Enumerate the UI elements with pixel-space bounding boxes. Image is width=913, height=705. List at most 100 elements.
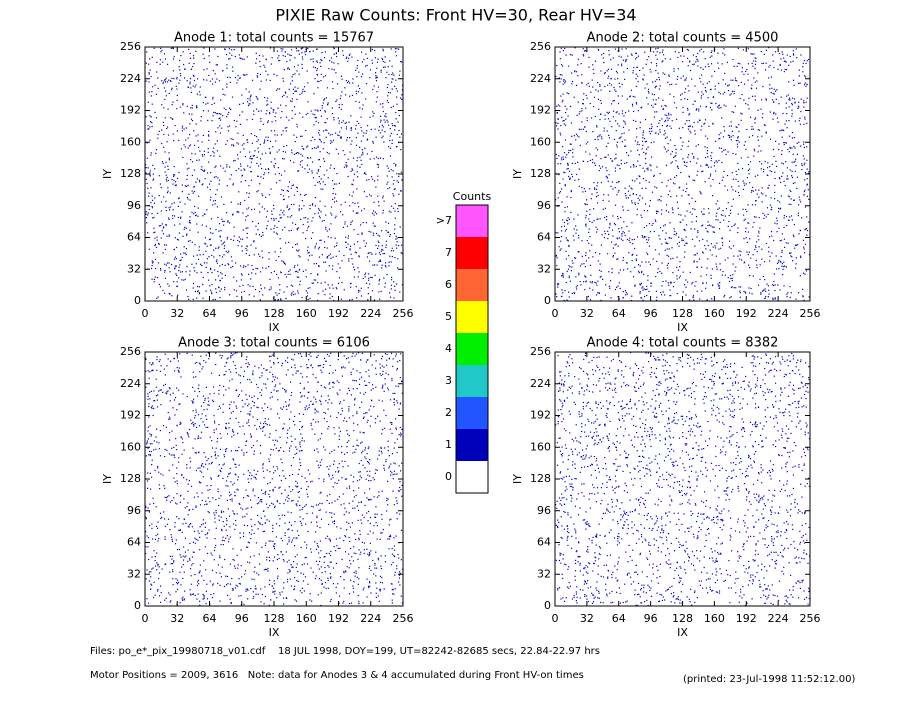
count-pixel [388,73,390,76]
count-pixel [576,229,578,231]
count-pixel [607,154,609,156]
count-pixel [600,99,602,102]
count-pixel [236,352,238,354]
count-pixel [331,81,334,83]
count-pixel [591,282,593,284]
count-pixel [276,294,278,296]
count-pixel [597,194,599,197]
count-pixel [205,225,207,227]
count-pixel [190,68,192,70]
count-pixel [382,209,384,212]
count-pixel [620,238,623,240]
count-pixel [391,81,393,83]
count-pixel [224,288,226,291]
count-pixel [752,190,754,192]
count-pixel [283,262,286,265]
count-pixel [210,477,212,479]
count-pixel [201,264,203,267]
count-pixel [237,132,239,134]
count-pixel [375,101,377,103]
count-pixel [664,120,666,123]
count-pixel [720,132,722,134]
count-pixel [250,94,252,96]
count-pixel [272,376,274,378]
count-pixel [356,505,358,507]
count-pixel [368,277,370,279]
count-pixel [559,58,561,60]
count-pixel [198,292,200,294]
count-pixel [562,275,564,277]
count-pixel [180,259,182,261]
count-pixel [632,119,635,122]
count-pixel [732,245,735,247]
count-pixel [204,522,207,524]
count-pixel [348,258,350,260]
count-pixel [623,132,625,134]
count-pixel [755,189,757,191]
count-pixel [585,252,587,254]
count-pixel [761,116,764,119]
count-pixel [209,393,211,395]
count-pixel [173,56,175,58]
count-pixel [209,289,212,291]
count-pixel [661,125,663,127]
count-pixel [259,163,262,165]
count-pixel [702,252,704,254]
count-pixel [214,298,216,301]
count-pixel [607,118,610,120]
count-pixel [763,168,765,171]
count-pixel [296,229,298,231]
count-pixel [737,136,739,138]
count-pixel [573,257,576,259]
count-pixel [692,296,694,298]
count-pixel [190,107,192,109]
count-pixel [394,129,396,131]
count-pixel [706,163,708,166]
count-pixel [653,175,655,178]
count-pixel [790,198,792,200]
count-pixel [280,117,282,119]
count-pixel [384,115,386,117]
count-pixel [566,206,569,208]
count-pixel [299,280,301,282]
count-pixel [173,258,176,260]
count-pixel [308,255,311,257]
count-pixel [665,232,667,234]
count-pixel [173,179,175,182]
count-pixel [213,111,215,114]
count-pixel [288,427,291,429]
count-pixel [320,384,322,387]
count-pixel [398,48,400,50]
count-pixel [209,285,211,287]
count-pixel [630,89,633,91]
count-pixel [625,291,627,294]
count-pixel [250,179,253,181]
count-pixel [779,208,781,210]
count-pixel [210,196,212,198]
count-pixel [719,93,721,95]
count-pixel [739,296,741,298]
count-pixel [721,244,724,246]
count-pixel [228,250,230,252]
count-pixel [153,47,155,49]
count-pixel [271,213,273,215]
count-pixel [797,107,799,109]
count-pixel [667,194,670,196]
count-pixel [389,147,392,149]
count-pixel [377,195,379,197]
count-pixel [359,247,361,249]
count-pixel [196,106,198,108]
count-pixel [377,201,380,203]
count-pixel [357,85,359,87]
count-pixel [677,167,680,169]
count-pixel [578,128,580,130]
count-pixel [751,62,753,65]
count-pixel [609,224,611,226]
count-pixel [637,264,640,266]
count-pixel [774,177,776,180]
count-pixel [596,191,598,194]
count-pixel [315,377,317,379]
count-pixel [391,176,393,178]
count-pixel [756,193,758,195]
count-pixel [387,66,389,68]
